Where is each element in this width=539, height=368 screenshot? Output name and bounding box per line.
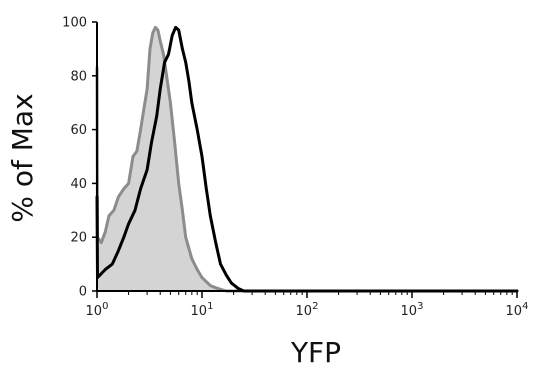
y-tick-label: 60 — [70, 123, 87, 138]
series-1-fill — [97, 27, 517, 291]
y-axis-title: % of Max — [6, 93, 39, 222]
y-tick-label: 20 — [70, 231, 87, 246]
x-tick-label: 100 — [86, 301, 109, 319]
x-tick-label: 102 — [296, 301, 319, 319]
plot-area — [97, 27, 517, 291]
y-tick-label: 0 — [79, 285, 87, 300]
y-tick-label: 80 — [70, 69, 87, 84]
x-tick-label: 104 — [506, 301, 529, 319]
y-tick-label: 40 — [70, 177, 87, 192]
y-tick-label: 100 — [62, 16, 87, 31]
x-tick-label: 103 — [401, 301, 424, 319]
x-tick-label: 101 — [191, 301, 214, 319]
x-axis-title: YFP — [290, 336, 341, 368]
